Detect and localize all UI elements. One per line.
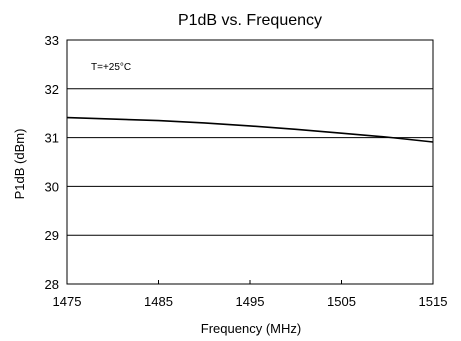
y-tick-label: 32 [45, 82, 59, 97]
gridlines [66, 88, 434, 284]
y-tick-labels: 28 29 30 31 32 33 [45, 33, 59, 292]
y-axis-label: P1dB (dBm) [12, 129, 27, 200]
y-tick-label: 29 [45, 228, 59, 243]
x-axis-label: Frequency (MHz) [201, 321, 301, 336]
y-tick-label: 28 [45, 277, 59, 292]
y-tick-label: 30 [45, 179, 59, 194]
x-tick-label: 1485 [144, 294, 173, 309]
temperature-annotation: T=+25°C [91, 62, 131, 73]
series-line-0 [66, 116, 434, 143]
x-tick-label: 1495 [236, 294, 265, 309]
y-tick-label: 31 [45, 131, 59, 146]
series-layer [66, 116, 434, 143]
x-tick-labels: 1475 1485 1495 1505 1515 [53, 294, 448, 309]
y-tick-label: 33 [45, 33, 59, 48]
chart-title: P1dB vs. Frequency [178, 12, 322, 29]
x-tick-label: 1505 [327, 294, 356, 309]
plot-frame [66, 39, 434, 285]
x-tick-label: 1475 [53, 294, 82, 309]
x-tick-label: 1515 [419, 294, 448, 309]
